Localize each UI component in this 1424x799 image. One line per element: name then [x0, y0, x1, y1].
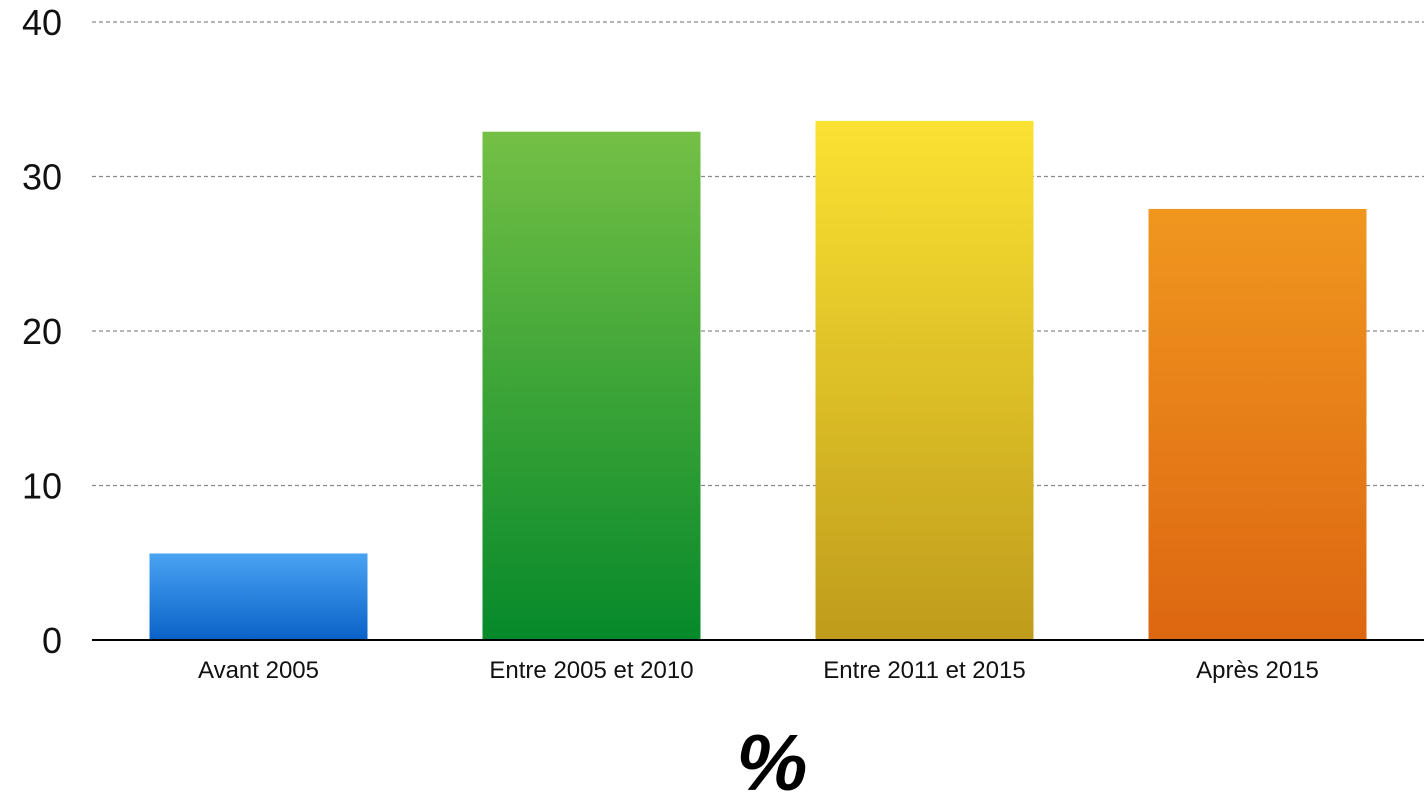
- y-tick-label: 20: [22, 311, 62, 352]
- y-tick-label: 0: [42, 620, 62, 661]
- y-tick-label: 10: [22, 466, 62, 507]
- bar-3: [815, 120, 1034, 640]
- x-category-label: Après 2015: [1196, 657, 1319, 684]
- y-axis-ticks: 0 10 20 30 40: [22, 2, 62, 661]
- bars: [149, 120, 1367, 640]
- x-category-label: Entre 2011 et 2015: [823, 657, 1025, 684]
- y-tick-label: 30: [22, 157, 62, 198]
- bar-2: [482, 131, 701, 640]
- x-axis-label: %: [736, 718, 807, 799]
- bar-4: [1148, 208, 1367, 640]
- x-category-label: Entre 2005 et 2010: [489, 657, 693, 684]
- x-axis-categories: Avant 2005 Entre 2005 et 2010 Entre 2011 e…: [198, 657, 1319, 684]
- x-category-label: Avant 2005: [198, 657, 319, 684]
- bar-1: [149, 553, 368, 640]
- y-tick-label: 40: [22, 2, 62, 43]
